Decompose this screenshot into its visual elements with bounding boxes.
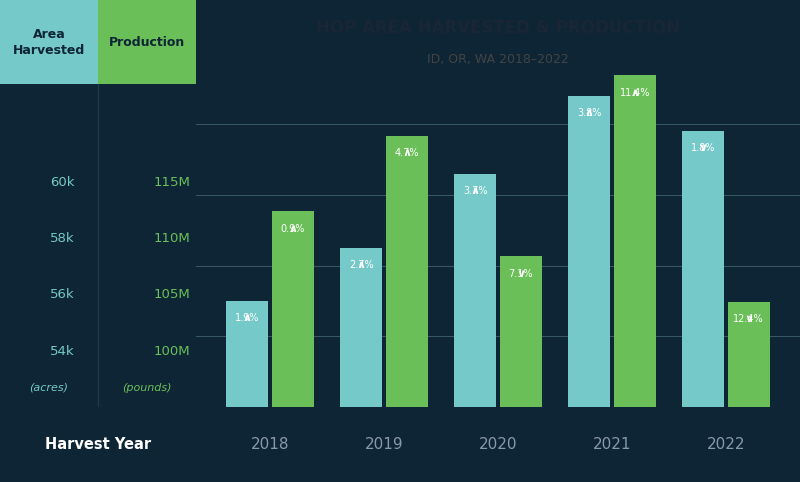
Bar <box>386 136 428 482</box>
Bar <box>728 302 770 482</box>
Text: 107M: 107M <box>279 392 306 402</box>
Text: 116M: 116M <box>622 392 648 402</box>
Text: 60.8k: 60.8k <box>576 392 602 402</box>
Bar <box>568 95 610 482</box>
Text: 112M: 112M <box>394 392 420 402</box>
Text: 3.8%: 3.8% <box>577 96 602 118</box>
Bar <box>682 131 724 482</box>
Text: 59.8k: 59.8k <box>690 392 717 402</box>
Text: 104M: 104M <box>507 392 534 402</box>
Text: ∧: ∧ <box>357 260 366 270</box>
Text: (pounds): (pounds) <box>122 383 172 393</box>
Text: Area
Harvested: Area Harvested <box>13 27 85 57</box>
Text: 115M: 115M <box>154 176 190 189</box>
Text: 2021: 2021 <box>593 437 631 452</box>
Text: 56k: 56k <box>50 288 74 301</box>
Text: 12.4%: 12.4% <box>734 303 764 324</box>
Text: 58k: 58k <box>50 232 74 245</box>
Text: 100M: 100M <box>154 345 190 358</box>
Text: ∧: ∧ <box>242 313 252 323</box>
Text: 110M: 110M <box>154 232 190 245</box>
Text: 54k: 54k <box>50 345 74 358</box>
Text: 55k: 55k <box>238 392 256 402</box>
Text: 7.1%: 7.1% <box>509 257 533 279</box>
Text: 11.4%: 11.4% <box>619 76 650 98</box>
Text: 1.9%: 1.9% <box>235 302 259 323</box>
Text: ∨: ∨ <box>744 314 754 324</box>
Bar <box>614 75 656 482</box>
Text: ∧: ∧ <box>288 224 298 234</box>
Text: 101M: 101M <box>735 392 762 402</box>
Text: ∧: ∧ <box>470 186 480 196</box>
Text: 105M: 105M <box>154 288 190 301</box>
Text: (acres): (acres) <box>30 383 69 393</box>
Text: 2018: 2018 <box>251 437 290 452</box>
Text: 3.7%: 3.7% <box>463 174 487 196</box>
Text: ∧: ∧ <box>585 108 594 118</box>
Text: ∧: ∧ <box>630 88 639 98</box>
Text: HOP AREA HARVESTED & PRODUCTION: HOP AREA HARVESTED & PRODUCTION <box>316 19 680 37</box>
Text: 2.7%: 2.7% <box>349 249 374 270</box>
Bar <box>500 256 542 482</box>
Text: 60k: 60k <box>50 176 74 189</box>
Text: 1.8%: 1.8% <box>691 132 715 153</box>
Text: 2022: 2022 <box>706 437 745 452</box>
Text: 58.6k: 58.6k <box>462 392 489 402</box>
Text: ID, OR, WA 2018–2022: ID, OR, WA 2018–2022 <box>427 53 569 66</box>
Text: 56.5k: 56.5k <box>348 392 375 402</box>
Text: ∨: ∨ <box>516 269 526 279</box>
Text: Production: Production <box>109 36 185 49</box>
Text: 4.7%: 4.7% <box>394 136 419 158</box>
Text: 0.9%: 0.9% <box>281 212 305 234</box>
Bar <box>340 248 382 482</box>
Text: ∧: ∧ <box>402 148 411 158</box>
Bar <box>454 174 496 482</box>
Text: 2019: 2019 <box>365 437 403 452</box>
Bar <box>226 301 268 482</box>
Text: Harvest Year: Harvest Year <box>45 437 151 452</box>
Bar <box>272 211 314 482</box>
Text: 2020: 2020 <box>478 437 518 452</box>
Text: ∨: ∨ <box>698 144 708 153</box>
